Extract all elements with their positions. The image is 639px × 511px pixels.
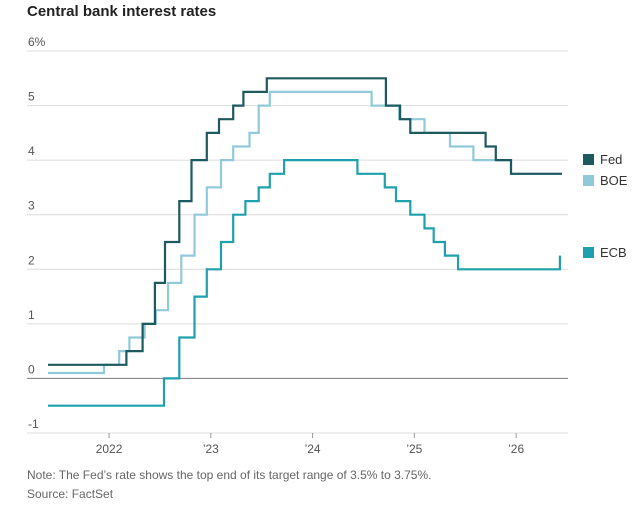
y-tick-label: 5 [28,90,35,104]
y-tick-label: 0 [28,362,35,376]
series-line-ecb [48,159,561,407]
y-tick-label: 1 [28,308,35,322]
x-tick-label: ’24 [305,442,321,456]
series-line-fed [48,77,562,366]
legend: Fed BOE ECB [583,152,628,260]
series-layer [48,77,562,407]
y-tick-label: 2 [28,253,35,267]
legend-label-fed: Fed [600,152,622,167]
chart-note: Note: The Fed’s rate shows the top end o… [27,468,432,482]
legend-swatch-fed [583,154,594,165]
y-tick-label: 3 [28,199,35,213]
x-tick-label: ’25 [406,442,422,456]
x-tick-label: ’26 [508,442,524,456]
x-tick-label: ’23 [203,442,219,456]
y-tick-label: -1 [28,417,39,431]
y-tick-labels: 6% 5 4 3 2 1 0 -1 [28,35,46,431]
chart-canvas: 6% 5 4 3 2 1 0 -1 2022 ’23 ’24 ’25 ’26 Fed BOE ECB [27,35,628,456]
legend-label-boe: BOE [600,173,628,188]
legend-swatch-boe [583,175,594,186]
x-tick-label: 2022 [96,442,123,456]
grid-layer [27,50,568,438]
legend-swatch-ecb [583,247,594,258]
y-tick-label: 4 [28,144,35,158]
y-tick-label: 6% [28,35,46,49]
legend-label-ecb: ECB [600,245,627,260]
chart-title: Central bank interest rates [27,3,217,20]
chart-source: Source: FactSet [27,487,114,501]
x-tick-labels: 2022 ’23 ’24 ’25 ’26 [96,442,525,456]
